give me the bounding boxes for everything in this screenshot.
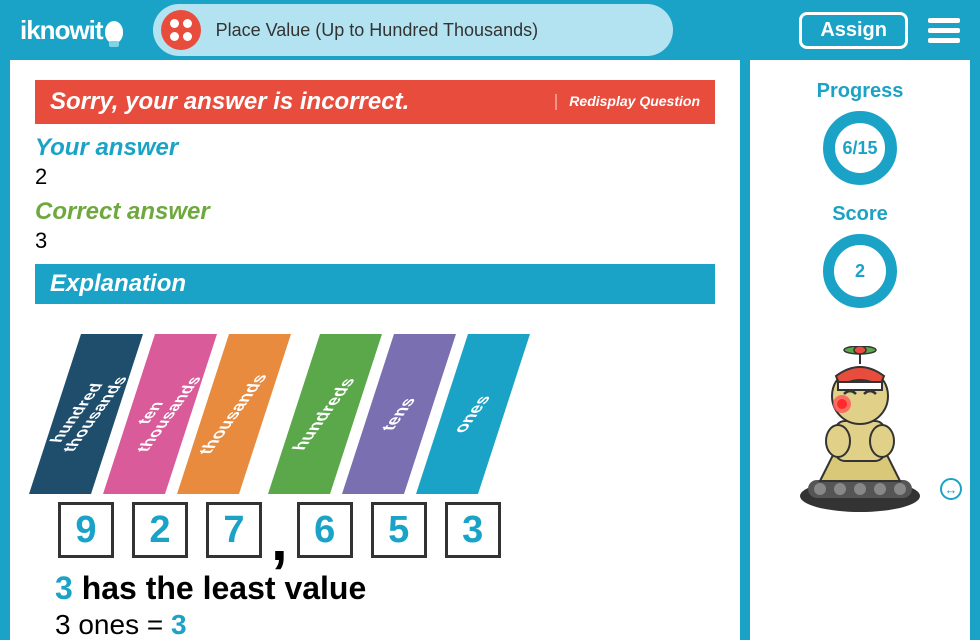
progress-label: Progress	[760, 80, 960, 103]
statement-2: 3 ones = 3	[35, 609, 715, 640]
place-column: tenthousands2	[129, 334, 191, 558]
place-digit: 9	[58, 502, 114, 558]
lesson-pill: Place Value (Up to Hundred Thousands)	[153, 4, 673, 56]
main: Sorry, your answer is incorrect. Redispl…	[0, 60, 980, 640]
bulb-icon	[105, 21, 123, 43]
score-label: Score	[760, 203, 960, 226]
place-column: ones3	[442, 334, 504, 558]
error-message: Sorry, your answer is incorrect.	[50, 88, 555, 116]
lesson-title: Place Value (Up to Hundred Thousands)	[216, 20, 539, 41]
correct-answer-label: Correct answer	[35, 198, 715, 226]
error-bar: Sorry, your answer is incorrect. Redispl…	[35, 80, 715, 124]
place-digit: 5	[371, 502, 427, 558]
score-ring: 2	[823, 234, 897, 308]
progress-ring: 6/15	[823, 111, 897, 185]
place-digit: 6	[297, 502, 353, 558]
place-column: hundredthousands9	[55, 334, 117, 558]
statement-1: 3 has the least value	[35, 570, 715, 607]
app-header: iknowit Place Value (Up to Hundred Thous…	[0, 0, 980, 60]
place-column: thousands7	[203, 334, 265, 558]
comma: ,	[271, 505, 288, 574]
your-answer-label: Your answer	[35, 134, 715, 162]
redisplay-button[interactable]: Redisplay Question	[555, 94, 700, 109]
toggle-icon[interactable]: ↔	[940, 478, 962, 500]
place-digit: 7	[206, 502, 262, 558]
sidebar: Progress 6/15 Score 2 ↔	[750, 60, 970, 640]
your-answer-value: 2	[35, 164, 715, 190]
dice-icon	[161, 10, 201, 50]
place-column: tens5	[368, 334, 430, 558]
menu-icon[interactable]	[928, 13, 960, 48]
explanation-bar: Explanation	[35, 264, 715, 304]
logo-text: iknowit	[20, 15, 103, 45]
place-column: hundreds6	[294, 334, 356, 558]
content-panel: Sorry, your answer is incorrect. Redispl…	[10, 60, 740, 640]
place-digit: 3	[445, 502, 501, 558]
assign-button[interactable]: Assign	[799, 12, 908, 49]
place-value-chart: hundredthousands9tenthousands2thousands7…	[35, 334, 715, 558]
robot-mascot	[780, 346, 940, 516]
place-digit: 2	[132, 502, 188, 558]
correct-answer-value: 3	[35, 228, 715, 254]
logo[interactable]: iknowit	[20, 15, 123, 46]
